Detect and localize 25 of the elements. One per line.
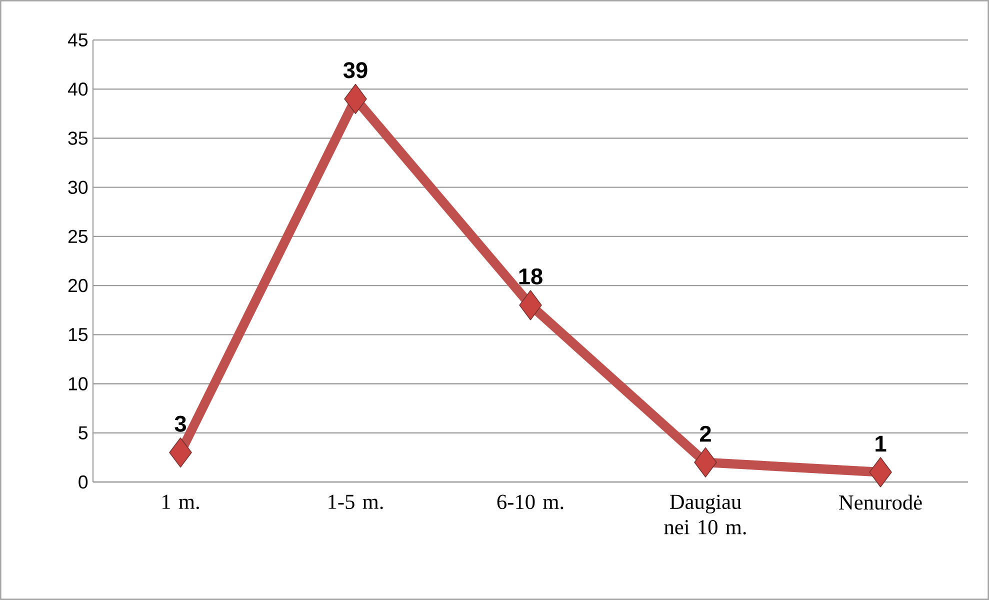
data-label: 18 xyxy=(519,268,542,284)
point xyxy=(519,290,542,320)
data-label: 39 xyxy=(343,62,368,78)
data-label: 2 xyxy=(700,426,711,442)
y-tick-label: 15 xyxy=(68,328,88,342)
y-tick-label: 30 xyxy=(68,180,88,194)
y-tick-label: 45 xyxy=(68,33,88,47)
x-tick-label: 1-5 m. xyxy=(328,494,383,510)
y-tick-label: 40 xyxy=(68,82,88,96)
y-tick-label: 25 xyxy=(68,230,88,244)
x-tick-label: 1 m. xyxy=(162,494,199,510)
y-tick-label: 35 xyxy=(68,132,88,145)
point xyxy=(694,447,717,478)
x-tick-label: Nenurodė xyxy=(839,494,922,510)
data-label: 3 xyxy=(174,416,186,432)
point xyxy=(344,84,367,114)
y-tick-label: 0 xyxy=(78,475,88,489)
y-tick-label: 5 xyxy=(78,426,88,440)
x-tick-label: Daugiau nei 10 m. xyxy=(664,494,746,534)
y-tick-label: 20 xyxy=(68,278,88,292)
point xyxy=(169,437,192,468)
point xyxy=(869,457,892,488)
x-tick-label: 6-10 m. xyxy=(497,494,564,510)
y-tick-label: 10 xyxy=(68,377,88,390)
data-label: 1 xyxy=(876,436,886,452)
